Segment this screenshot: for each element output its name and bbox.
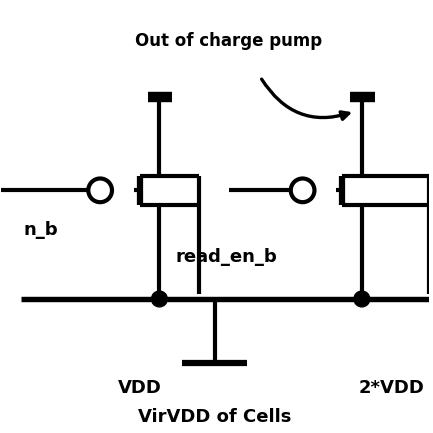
Text: n_b: n_b (23, 221, 58, 239)
Text: VirVDD of Cells: VirVDD of Cells (138, 408, 291, 427)
Circle shape (354, 291, 370, 307)
Text: VDD: VDD (118, 379, 162, 397)
Text: read_en_b: read_en_b (176, 248, 278, 265)
Text: Out of charge pump: Out of charge pump (135, 32, 322, 50)
Circle shape (152, 291, 167, 307)
Text: 2*VDD: 2*VDD (359, 379, 424, 397)
